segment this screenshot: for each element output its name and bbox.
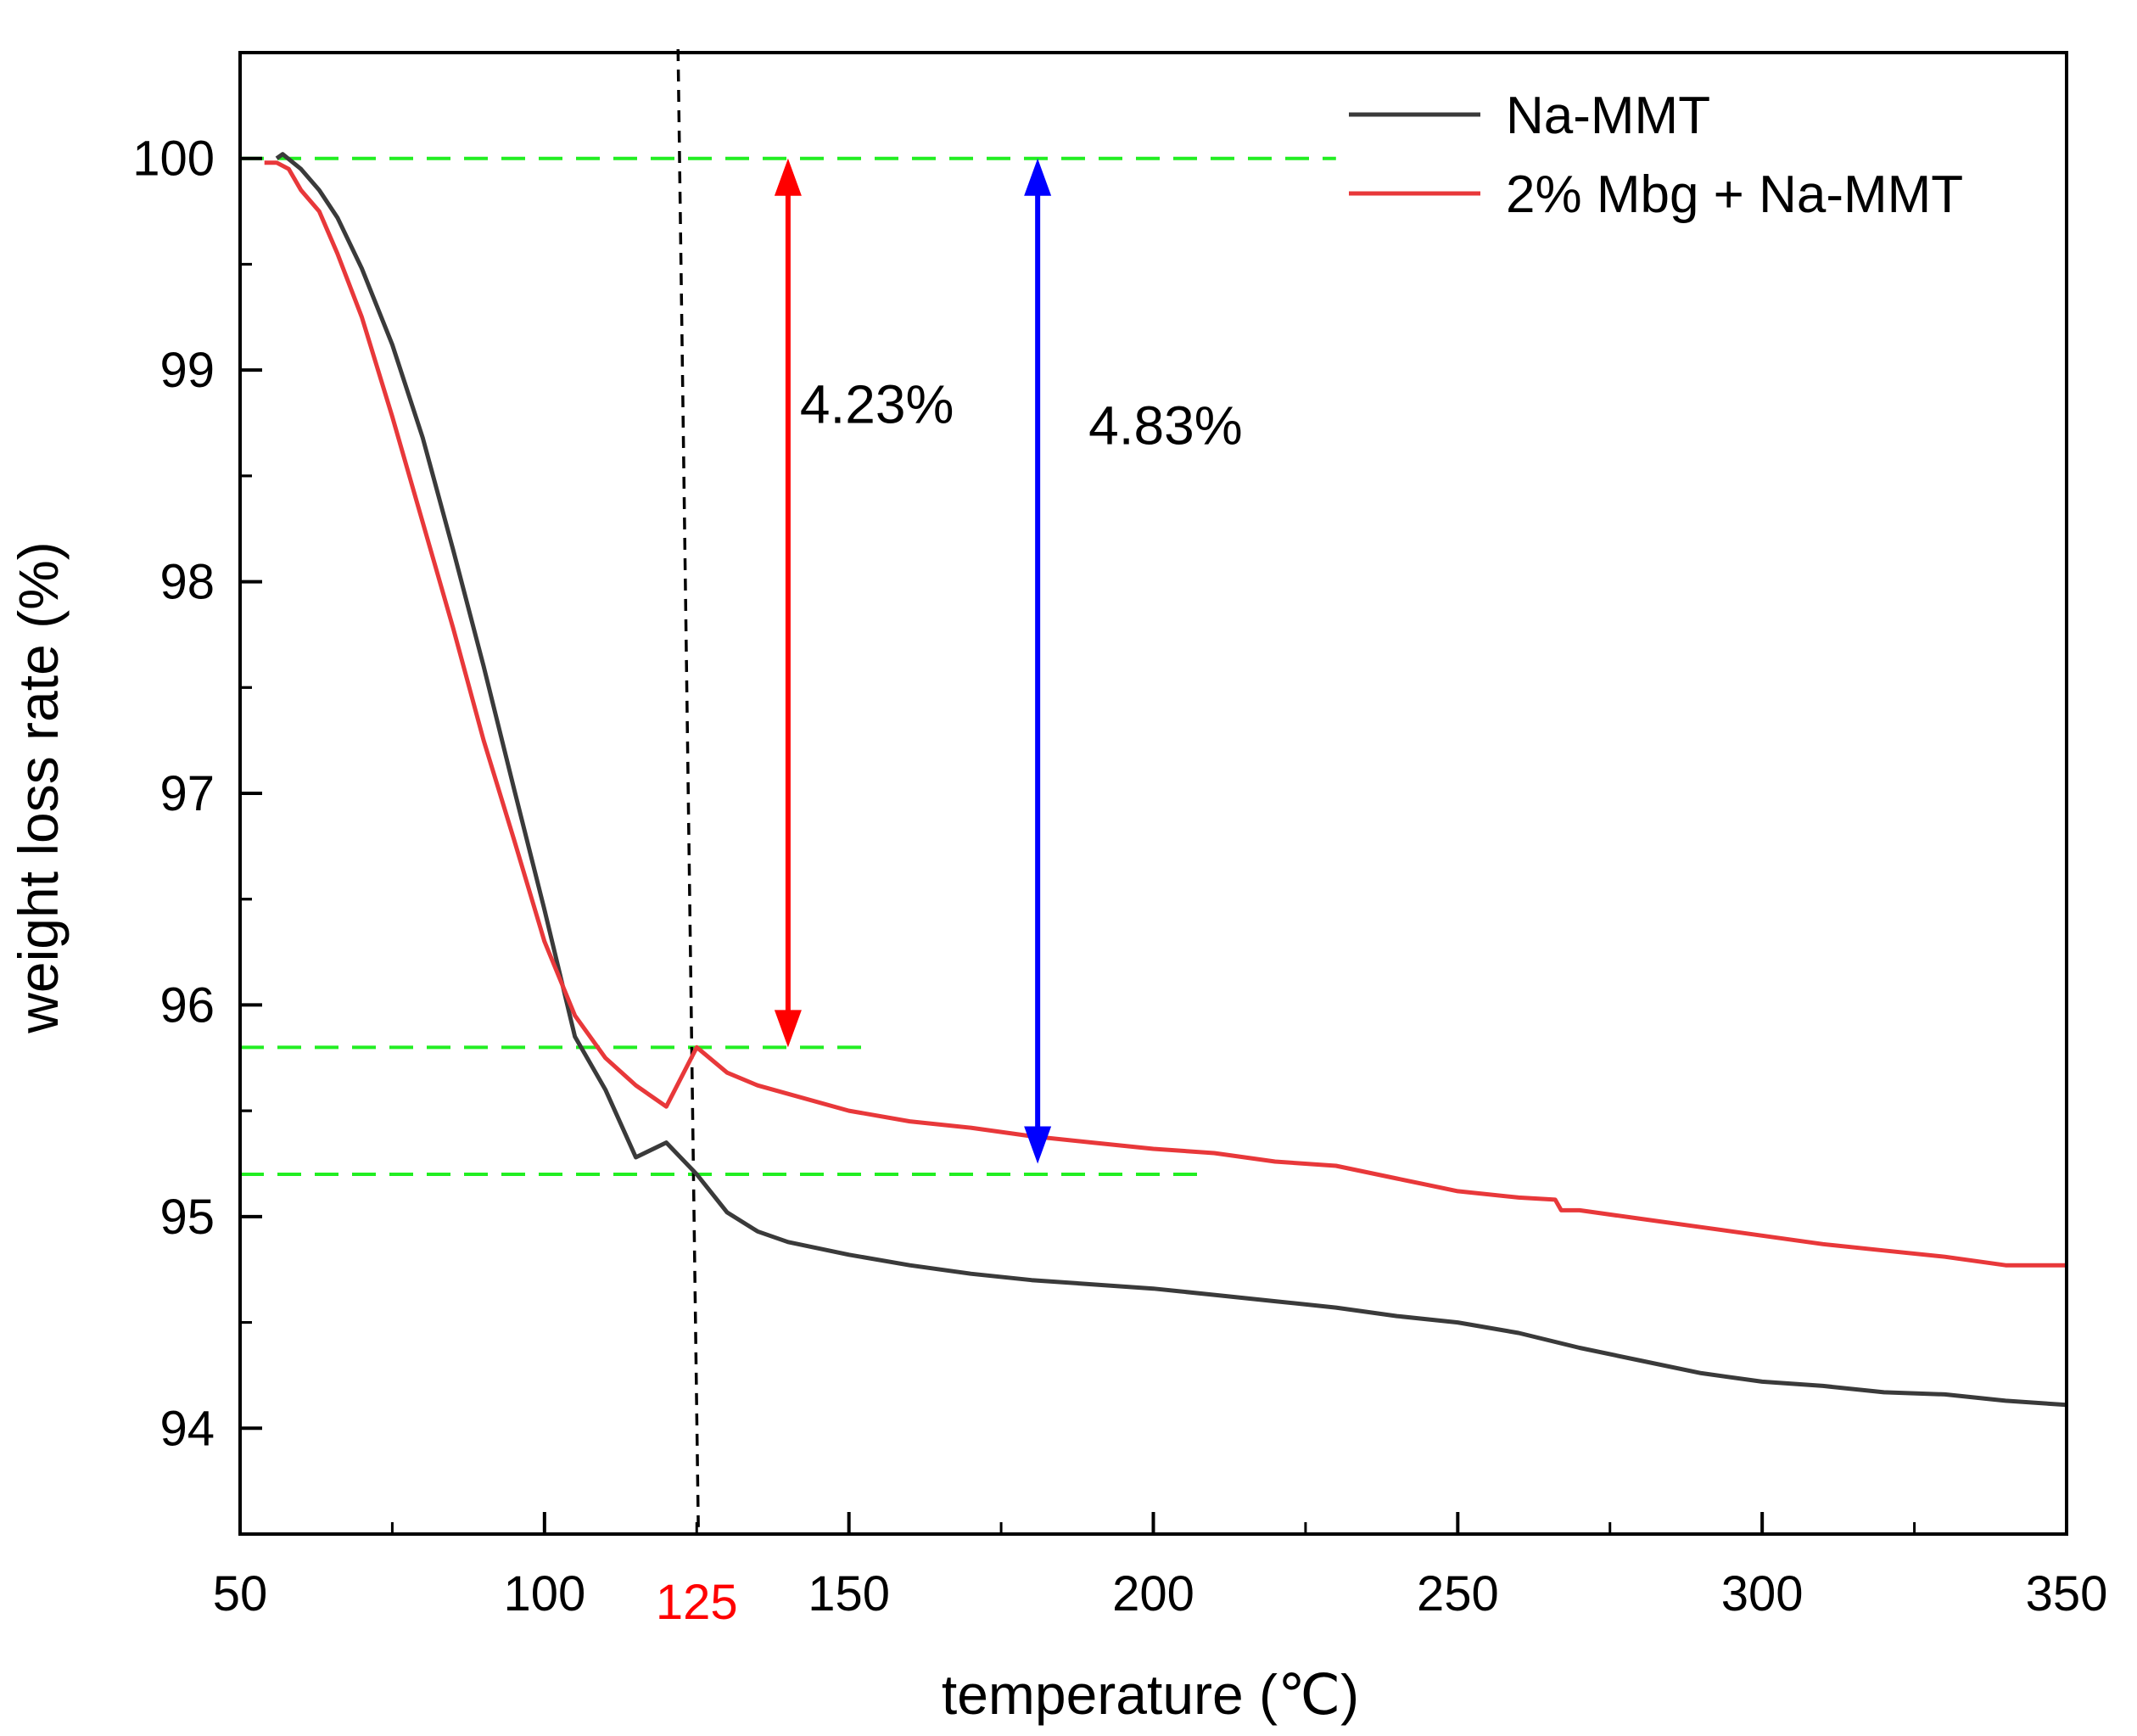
y-tick-label: 98 (159, 555, 215, 610)
x-highlight-label: 125 (656, 1575, 738, 1630)
arrow-red-label: 4.23% (800, 374, 954, 435)
reference-lines (240, 48, 1336, 1535)
y-tick-label: 95 (159, 1190, 215, 1245)
y-tick-label: 96 (159, 977, 215, 1033)
x-tick-label: 100 (503, 1566, 585, 1621)
arrow-red-head-bottom (774, 1010, 802, 1048)
legend-label-na-mmt: Na-MMT (1506, 87, 1710, 145)
series-lines (264, 152, 2067, 1408)
x-tick-label: 50 (213, 1566, 268, 1621)
x-tick-label: 300 (1721, 1566, 1804, 1621)
y-tick-label: 97 (159, 766, 215, 821)
legend: Na-MMT 2% Mbg + Na-MMT (1349, 87, 1963, 224)
y-axis-title: weight loss rate (%) (7, 541, 70, 1034)
series-line-0 (275, 152, 2067, 1408)
arrow-blue-head-bottom (1024, 1126, 1052, 1164)
annotations: 4.23% 4.83% (774, 158, 1243, 1164)
x-tick-label: 250 (1417, 1566, 1499, 1621)
arrow-red-head-top (774, 158, 802, 196)
y-tick-label: 94 (159, 1401, 215, 1456)
axes: 50 100 150 200 250 300 350 125 94 95 96 97 98 99 100 (132, 51, 2108, 1630)
x-tick-label: 200 (1112, 1566, 1194, 1621)
x-tick-label: 350 (2026, 1566, 2108, 1621)
legend-label-mbg-na-mmt: 2% Mbg + Na-MMT (1506, 165, 1963, 224)
x-axis-title: temperature (℃) (942, 1663, 1359, 1726)
series-line-1 (264, 160, 2067, 1268)
x-tick-label: 150 (808, 1566, 890, 1621)
y-tick-label: 100 (132, 132, 215, 187)
arrow-blue-label: 4.83% (1088, 395, 1242, 456)
arrow-blue-head-top (1024, 158, 1052, 196)
ref-125-line (676, 48, 700, 1535)
y-tick-label: 99 (159, 343, 215, 398)
